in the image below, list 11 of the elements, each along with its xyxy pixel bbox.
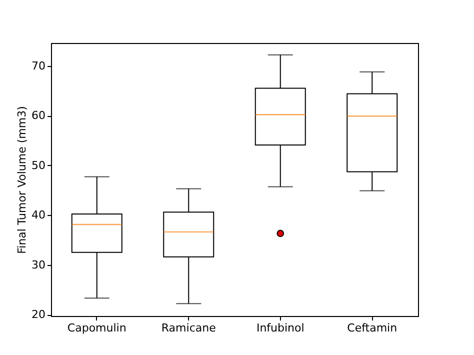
y-axis-title: Final Tumor Volume (mm3) bbox=[16, 106, 29, 254]
y-tick-label: 30 bbox=[32, 258, 46, 272]
y-tick-label: 20 bbox=[32, 308, 46, 322]
y-tick-label: 70 bbox=[32, 59, 46, 72]
x-tick-label: Ceftamin bbox=[347, 322, 398, 334]
x-tick-label: Infubinol bbox=[256, 322, 304, 334]
x-tick-label: Ramicane bbox=[161, 322, 216, 334]
y-tick-label: 40 bbox=[32, 208, 46, 222]
x-tick-label: Capomulin bbox=[67, 322, 126, 334]
y-tick-label: 50 bbox=[32, 158, 46, 172]
y-tick-label: 60 bbox=[32, 109, 46, 122]
